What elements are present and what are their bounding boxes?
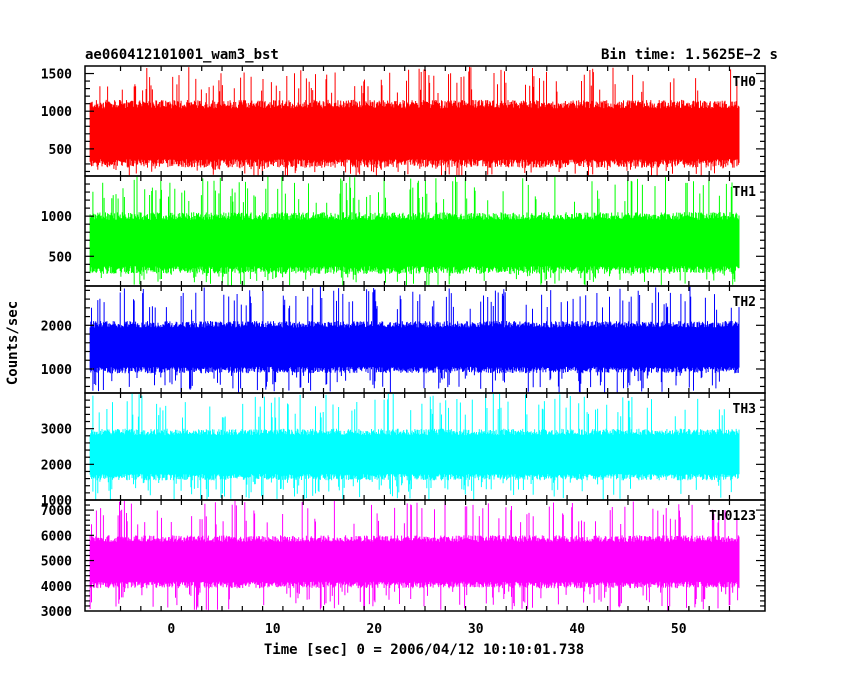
x-tick-label: 20 <box>366 622 382 637</box>
y-tick-label: 3000 <box>41 423 72 438</box>
series-trace-th0 <box>89 66 740 176</box>
chart-title: ae060412101001_wam3_bst <box>85 47 279 63</box>
panel-name-th1: TH1 <box>733 185 757 200</box>
panel-th1: 500 1000 TH1 <box>41 175 766 287</box>
panel-name-th2: TH2 <box>733 295 756 310</box>
y-axis-label: Counts/sec <box>5 301 21 385</box>
panel-name-th0123: TH0123 <box>709 509 756 524</box>
x-tick-label: 40 <box>569 622 585 637</box>
y-tick-label: 5000 <box>41 555 72 570</box>
x-axis-label: Time [sec] 0 = 2006/04/12 10:10:01.738 <box>264 642 584 658</box>
y-tick-label: 1000 <box>41 210 72 225</box>
x-tick-label: 0 <box>167 622 175 637</box>
y-tick-label: 7000 <box>41 504 72 519</box>
x-tick-label: 10 <box>265 622 281 637</box>
series-trace-th0123 <box>89 500 740 611</box>
y-tick-label: 1000 <box>41 494 72 509</box>
series-trace-th1 <box>89 176 740 286</box>
y-tick-label: 2000 <box>41 458 72 473</box>
y-tick-label: 1000 <box>41 363 72 378</box>
y-tick-label: 500 <box>49 250 73 265</box>
y-tick-label: 1500 <box>41 68 72 83</box>
panel-name-th0: TH0 <box>733 75 757 90</box>
y-tick-label: 1000 <box>41 105 72 120</box>
x-tick-label: 50 <box>671 622 687 637</box>
y-tick-label: 3000 <box>41 605 72 620</box>
y-tick-label: 6000 <box>41 529 72 544</box>
bin-time-label: Bin time: 1.5625E−2 s <box>601 47 778 63</box>
y-tick-label: 500 <box>49 143 73 158</box>
series-trace-th3 <box>89 393 740 500</box>
panel-name-th3: TH3 <box>733 402 756 417</box>
y-tick-label: 4000 <box>41 580 72 595</box>
panel-th0: 500 1000 1500 TH0 <box>41 65 766 177</box>
panel-th0123: 3000 4000 5000 6000 7000 TH0123 <box>41 499 766 620</box>
x-tick-label: 30 <box>468 622 484 637</box>
series-trace-th2 <box>89 286 740 393</box>
panel-th2: 1000 2000 TH2 <box>41 285 766 394</box>
panel-th3: 1000 2000 3000 TH3 <box>41 392 766 509</box>
y-tick-label: 2000 <box>41 319 72 334</box>
